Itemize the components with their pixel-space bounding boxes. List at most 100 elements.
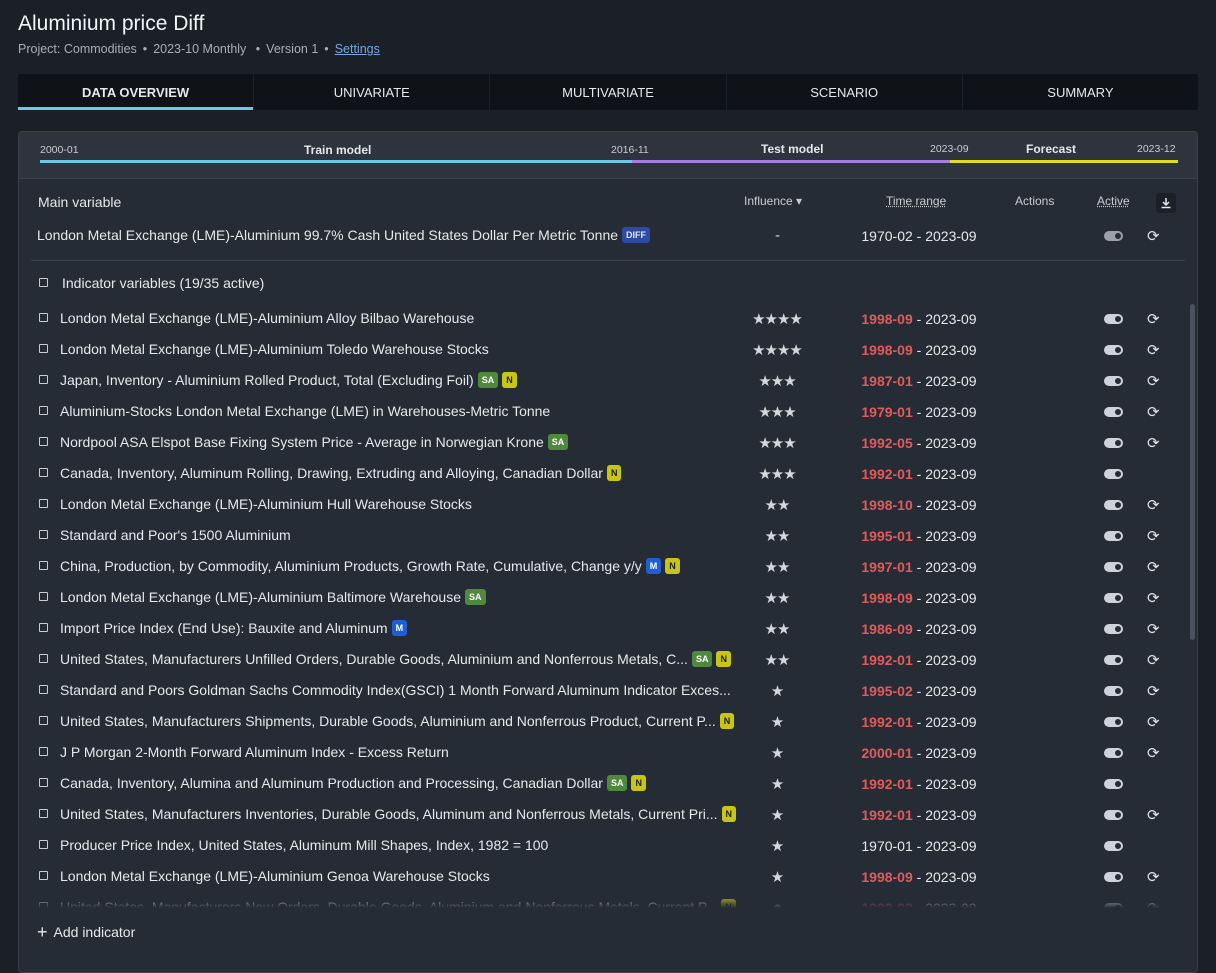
range-end: 2023-09: [925, 528, 977, 544]
active-header[interactable]: Active: [1097, 194, 1130, 208]
refresh-icon[interactable]: ⟳: [1147, 714, 1160, 731]
active-toggle[interactable]: [1104, 407, 1123, 417]
time-range-header[interactable]: Time range: [886, 194, 947, 208]
tab-univariate[interactable]: UNIVARIATE: [254, 74, 491, 110]
indicator-checkbox[interactable]: [39, 716, 48, 725]
refresh-icon[interactable]: ⟳: [1147, 435, 1160, 452]
indicator-checkbox[interactable]: [39, 840, 48, 849]
indicator-row[interactable]: J P Morgan 2-Month Forward Aluminum Inde…: [19, 737, 1179, 768]
active-toggle[interactable]: [1104, 438, 1123, 448]
indicator-row[interactable]: Canada, Inventory, Aluminum Rolling, Dra…: [19, 458, 1179, 489]
refresh-icon[interactable]: ⟳: [1147, 342, 1160, 359]
indicator-row[interactable]: Aluminium-Stocks London Metal Exchange (…: [19, 396, 1179, 427]
list-scrollbar[interactable]: [1190, 304, 1195, 640]
active-toggle[interactable]: [1104, 593, 1123, 603]
indicator-row[interactable]: London Metal Exchange (LME)-Aluminium Ba…: [19, 582, 1179, 613]
indicator-checkbox[interactable]: [39, 561, 48, 570]
tab-summary[interactable]: SUMMARY: [1047, 84, 1114, 100]
indicator-checkbox[interactable]: [39, 871, 48, 880]
indicator-row[interactable]: United States, Manufacturers Unfilled Or…: [19, 644, 1179, 675]
active-toggle[interactable]: [1104, 469, 1123, 479]
select-all-checkbox[interactable]: [39, 278, 48, 287]
active-toggle[interactable]: [1104, 717, 1123, 727]
tab-data-overview[interactable]: DATA OVERVIEW: [18, 74, 255, 110]
refresh-icon[interactable]: ⟳: [1147, 311, 1160, 328]
indicator-row[interactable]: United States, Manufacturers Shipments, …: [19, 706, 1179, 737]
indicator-checkbox[interactable]: [39, 406, 48, 415]
indicator-checkbox[interactable]: [39, 592, 48, 601]
refresh-icon[interactable]: ⟳: [1147, 590, 1160, 607]
download-icon[interactable]: [1156, 193, 1176, 213]
main-variable-active-toggle[interactable]: [1104, 231, 1123, 241]
active-toggle[interactable]: [1104, 376, 1123, 386]
refresh-icon[interactable]: ⟳: [1147, 652, 1160, 669]
indicator-checkbox[interactable]: [39, 685, 48, 694]
influence-stars: ★★: [764, 621, 791, 638]
indicator-checkbox[interactable]: [39, 654, 48, 663]
indicator-row[interactable]: Standard and Poor's 1500 Aluminium ★★ 1995…: [19, 520, 1179, 551]
active-toggle[interactable]: [1104, 314, 1123, 324]
indicator-row[interactable]: London Metal Exchange (LME)-Aluminium Al…: [19, 303, 1179, 334]
refresh-icon[interactable]: ⟳: [1147, 497, 1160, 514]
active-toggle[interactable]: [1104, 500, 1123, 510]
indicator-row[interactable]: London Metal Exchange (LME)-Aluminium Ge…: [19, 861, 1179, 892]
indicator-checkbox[interactable]: [39, 344, 48, 353]
refresh-icon[interactable]: ⟳: [1147, 528, 1160, 545]
refresh-icon[interactable]: ⟳: [1147, 559, 1160, 576]
indicator-checkbox[interactable]: [39, 623, 48, 632]
indicator-row[interactable]: Import Price Index (End Use): Bauxite an…: [19, 613, 1179, 644]
influence-sort-header[interactable]: Influence ▾: [744, 194, 802, 208]
add-indicator-button[interactable]: + Add indicator: [37, 923, 135, 941]
active-toggle[interactable]: [1104, 748, 1123, 758]
indicator-row[interactable]: Producer Price Index, United States, Alu…: [19, 830, 1179, 861]
indicator-row[interactable]: Japan, Inventory - Aluminium Rolled Prod…: [19, 365, 1179, 396]
range-separator: -: [912, 404, 926, 420]
indicator-checkbox[interactable]: [39, 375, 48, 384]
indicator-row[interactable]: China, Production, by Commodity, Alumini…: [19, 551, 1179, 582]
active-toggle[interactable]: [1104, 531, 1123, 541]
indicator-checkbox[interactable]: [39, 530, 48, 539]
settings-link[interactable]: Settings: [334, 42, 380, 56]
active-toggle[interactable]: [1104, 345, 1123, 355]
tab-multivariate[interactable]: MULTIVARIATE: [490, 74, 727, 110]
influence-stars: ★: [770, 714, 784, 731]
refresh-icon[interactable]: ⟳: [1147, 745, 1160, 762]
refresh-icon[interactable]: ⟳: [1147, 404, 1160, 421]
indicator-checkbox[interactable]: [39, 468, 48, 477]
timeline-test-end: 2023-09: [930, 143, 969, 155]
refresh-icon[interactable]: ⟳: [1147, 373, 1160, 390]
indicator-row[interactable]: United States, Manufacturers Inventories…: [19, 799, 1179, 830]
indicator-row[interactable]: London Metal Exchange (LME)-Aluminium To…: [19, 334, 1179, 365]
indicator-checkbox[interactable]: [39, 809, 48, 818]
indicator-row[interactable]: Nordpool ASA Elspot Base Fixing System P…: [19, 427, 1179, 458]
indicator-name: London Metal Exchange (LME)-Aluminium Ge…: [60, 868, 490, 884]
indicator-row[interactable]: Canada, Inventory, Alumina and Aluminum …: [19, 768, 1179, 799]
active-toggle[interactable]: [1104, 562, 1123, 572]
refresh-icon[interactable]: ⟳: [1147, 807, 1160, 824]
indicator-checkbox[interactable]: [39, 313, 48, 322]
indicator-row[interactable]: London Metal Exchange (LME)-Aluminium Hu…: [19, 489, 1179, 520]
refresh-icon[interactable]: ⟳: [1147, 228, 1160, 245]
tab-scenario[interactable]: SCENARIO: [727, 74, 963, 110]
active-toggle[interactable]: [1104, 810, 1123, 820]
range-start: 1998-09: [861, 311, 913, 327]
active-toggle[interactable]: [1104, 841, 1123, 851]
indicator-checkbox[interactable]: [39, 747, 48, 756]
indicator-checkbox[interactable]: [39, 499, 48, 508]
indicator-row[interactable]: Standard and Poors Goldman Sachs Commodi…: [19, 675, 1179, 706]
active-toggle[interactable]: [1104, 624, 1123, 634]
indicator-checkbox[interactable]: [39, 778, 48, 787]
influence-stars: ★: [770, 776, 784, 793]
range-separator: -: [912, 714, 926, 730]
refresh-icon[interactable]: ⟳: [1147, 621, 1160, 638]
active-toggle[interactable]: [1104, 779, 1123, 789]
divider: [31, 260, 1185, 261]
indicator-checkbox[interactable]: [39, 437, 48, 446]
range-separator: -: [912, 869, 926, 885]
active-toggle[interactable]: [1104, 686, 1123, 696]
list-fade: [19, 894, 1189, 908]
active-toggle[interactable]: [1104, 872, 1123, 882]
refresh-icon[interactable]: ⟳: [1147, 683, 1160, 700]
active-toggle[interactable]: [1104, 655, 1123, 665]
refresh-icon[interactable]: ⟳: [1147, 869, 1160, 886]
